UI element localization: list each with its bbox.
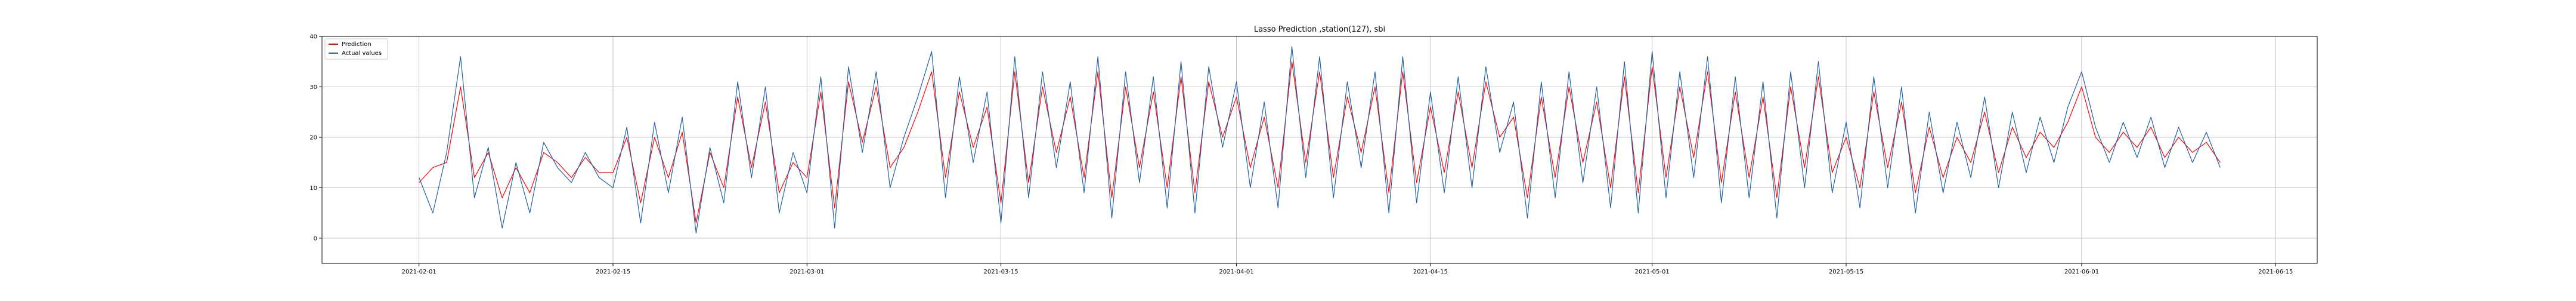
x-tick-label: 2021-06-15 xyxy=(2258,269,2293,275)
x-tick-label: 2021-02-15 xyxy=(596,269,630,275)
x-axis: 2021-02-01 2021-02-15 2021-03-01 2021-03-15… xyxy=(402,263,2293,275)
legend-label-actual: Actual values xyxy=(342,50,382,57)
series-layer xyxy=(419,46,2221,234)
y-tick-label: 10 xyxy=(309,185,317,192)
x-tick-label: 2021-05-15 xyxy=(1829,269,1863,275)
x-tick-label: 2021-03-01 xyxy=(789,269,824,275)
y-tick-label: 20 xyxy=(309,134,317,141)
y-tick-label: 40 xyxy=(309,34,317,41)
series-line-actual-values xyxy=(419,46,2221,234)
y-tick-label: 0 xyxy=(314,235,317,242)
legend-box xyxy=(324,38,388,60)
chart-title: Lasso Prediction ,station(127), sbi xyxy=(1254,25,1385,34)
x-tick-label: 2021-04-15 xyxy=(1413,269,1448,275)
plot-frame xyxy=(321,36,2318,264)
x-tick-label: 2021-05-01 xyxy=(1635,269,1670,275)
x-tick-label: 2021-02-01 xyxy=(402,269,436,275)
legend-label-prediction: Prediction xyxy=(342,41,371,48)
series-line-prediction xyxy=(419,61,2221,223)
legend: Prediction Actual values xyxy=(324,38,388,60)
y-tick-label: 30 xyxy=(309,84,317,91)
x-tick-label: 2021-06-01 xyxy=(2064,269,2099,275)
x-tick-label: 2021-04-01 xyxy=(1219,269,1254,275)
x-tick-label: 2021-03-15 xyxy=(984,269,1018,275)
y-axis: 0 10 20 30 40 xyxy=(309,34,322,242)
